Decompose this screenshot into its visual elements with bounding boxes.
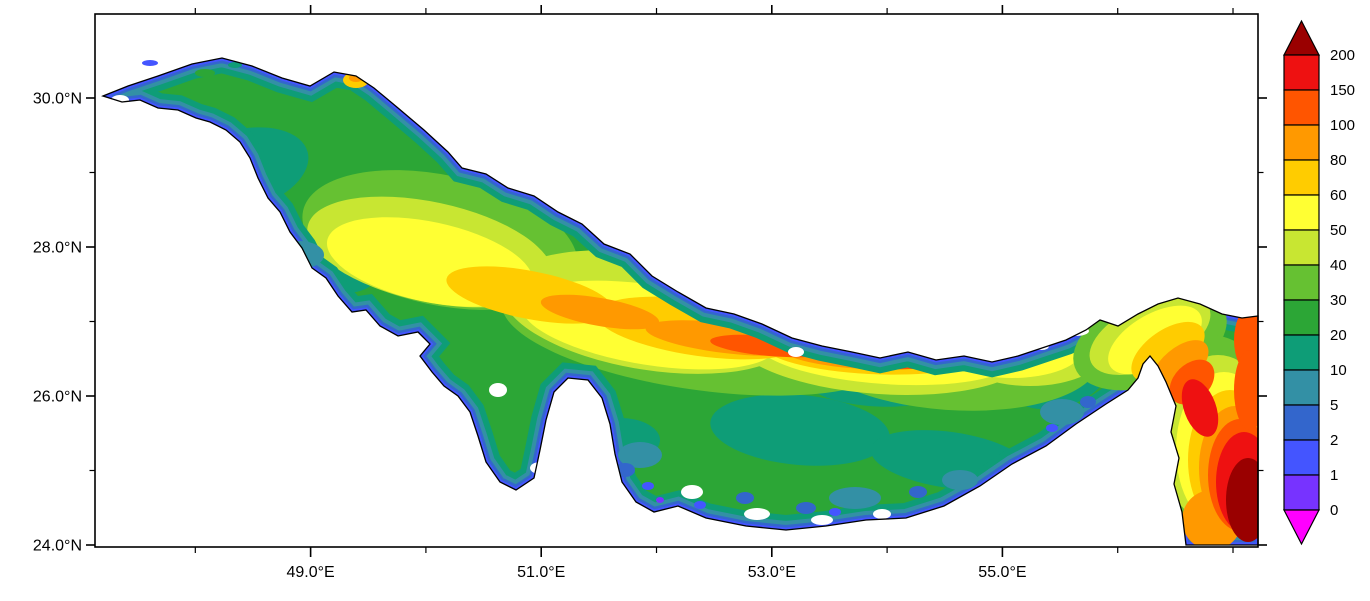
contour-blob	[290, 266, 306, 278]
contour-blob	[266, 242, 278, 250]
shallow-speckles	[172, 137, 1096, 516]
offshore-specks	[142, 60, 242, 77]
colorbar-block	[1283, 404, 1320, 441]
colorbar-label: 1	[1330, 467, 1338, 484]
contour-blob	[288, 259, 296, 265]
plot-frame	[94, 13, 1259, 548]
contour-blob	[829, 487, 881, 509]
colorbar-label: 40	[1330, 257, 1347, 274]
contour-blob	[899, 341, 911, 349]
contour-blob	[340, 356, 360, 368]
x-tick-label: 55.0°E	[978, 564, 1026, 581]
colorbar-label: 10	[1330, 362, 1347, 379]
colorbar-arrow-bottom	[1283, 509, 1320, 546]
colorbar-label: 2	[1330, 432, 1338, 449]
colorbar-label: 0	[1330, 502, 1338, 519]
contour-blob	[540, 294, 660, 330]
contour-blob	[642, 482, 654, 490]
contour-blob	[312, 294, 324, 302]
colorbar-block	[1283, 474, 1320, 511]
colorbar-block	[1283, 194, 1320, 231]
contour-blob	[448, 442, 468, 494]
contour-blob	[618, 442, 662, 468]
colorbar-block	[1283, 124, 1320, 161]
colorbar-block	[1283, 264, 1320, 301]
axis-labels: 49.0°E 51.0°E 53.0°E 55.0°E 30.0°N 28.0°N 26.0…	[33, 91, 1027, 582]
colorbar-arrow-top	[1283, 19, 1320, 56]
contour-blob	[195, 69, 215, 77]
colorbar-block	[1283, 89, 1320, 126]
x-tick-label: 51.0°E	[517, 564, 565, 581]
colorbar-block	[1283, 334, 1320, 371]
colorbar-block	[1283, 229, 1320, 266]
y-tick-label: 30.0°N	[33, 91, 82, 108]
contour-blob	[551, 421, 569, 435]
colorbar-label: 5	[1330, 397, 1338, 414]
contour-blob	[172, 137, 188, 147]
contour-blob	[530, 462, 550, 474]
contour-blob	[1226, 458, 1258, 542]
axis-ticks	[86, 5, 1267, 557]
contour-blob	[788, 347, 804, 357]
colorbar-label: 30	[1330, 292, 1347, 309]
contour-blob	[1234, 350, 1258, 430]
colorbar-block	[1283, 54, 1320, 91]
colorbar-block	[1283, 299, 1320, 336]
contour-blob	[1080, 396, 1096, 408]
contour-blob	[694, 501, 706, 509]
contour-blob	[942, 470, 978, 490]
contour-blob	[811, 515, 833, 525]
contour-blob	[736, 492, 754, 504]
contour-blob	[1151, 340, 1209, 392]
gulf-water	[103, 58, 1258, 545]
contour-blob	[681, 485, 703, 499]
contour-blob	[228, 62, 242, 68]
colorbar-label: 50	[1330, 222, 1347, 239]
contour-blob	[909, 486, 927, 498]
contour-blob	[873, 509, 891, 519]
contour-blob	[1181, 379, 1219, 437]
contour-blob	[253, 215, 271, 229]
contour-blob	[489, 383, 507, 397]
colorbar-block	[1283, 439, 1320, 476]
contour-blob	[1046, 424, 1058, 432]
x-tick-label: 49.0°E	[287, 564, 335, 581]
colorbar-label: 80	[1330, 152, 1347, 169]
contour-blob	[829, 508, 841, 516]
y-tick-label: 28.0°N	[33, 240, 82, 257]
contour-blob	[656, 497, 664, 503]
contour-blob	[452, 456, 464, 488]
contour-blob	[796, 502, 816, 514]
contour-blob	[205, 166, 215, 174]
central-deep-contours	[302, 170, 1110, 411]
colorbar-label: 150	[1330, 82, 1355, 99]
x-tick-label: 53.0°E	[748, 564, 796, 581]
colorbar-label: 60	[1330, 187, 1347, 204]
contour-blob	[420, 453, 448, 471]
colorbar-label: 100	[1330, 117, 1355, 134]
colorbar-block	[1283, 159, 1320, 196]
contour-blob	[382, 427, 434, 465]
colorbar-label: 20	[1330, 327, 1347, 344]
contour-blob	[142, 60, 158, 66]
y-tick-label: 24.0°N	[33, 538, 82, 555]
contour-blob	[710, 394, 890, 466]
colorbar-block	[1283, 369, 1320, 406]
contour-blob	[744, 508, 770, 520]
contour-blob	[1040, 399, 1084, 425]
y-tick-label: 26.0°N	[33, 389, 82, 406]
colorbar-label: 200	[1330, 47, 1355, 64]
